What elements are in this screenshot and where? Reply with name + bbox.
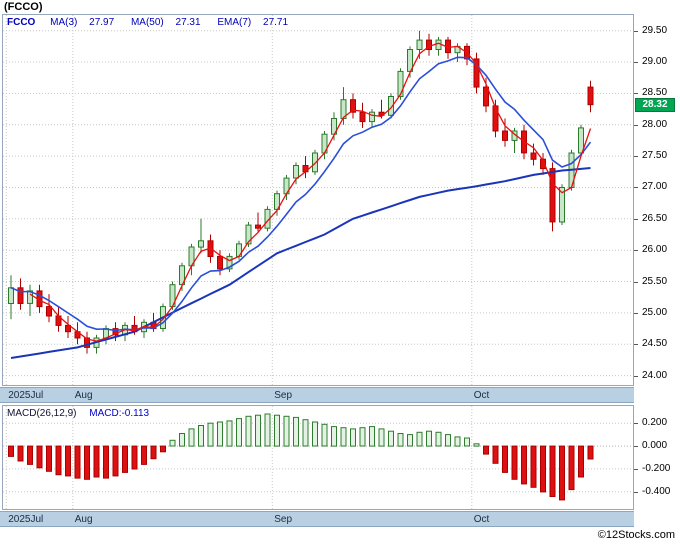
- copyright-link[interactable]: ©12Stocks.com: [597, 529, 675, 541]
- month-label: Oct: [473, 390, 490, 401]
- price-axis-label: 28.50: [642, 87, 668, 99]
- macd-axis-label: -0.400: [642, 485, 671, 497]
- price-axis-label: 25.50: [642, 275, 668, 287]
- month-label: Sep: [274, 390, 293, 401]
- page-title: (FCCO): [4, 1, 43, 13]
- ma3-label: MA(3): [50, 17, 78, 28]
- macd-legend: MACD(26,12,9) MACD:-0.113: [7, 408, 149, 419]
- last-price-badge: 28.32: [635, 97, 675, 112]
- price-chart-frame: [2, 14, 634, 386]
- price-axis-label: 25.00: [642, 306, 668, 318]
- month-label: Sep: [274, 514, 293, 525]
- price-axis-tickmark: [634, 124, 638, 126]
- ma50-label: MA(50): [130, 17, 164, 28]
- price-axis-tickmark: [634, 156, 638, 158]
- price-axis: 28.32 29.50 29.00 28.50 28.00 27.50 27.00 26.5…: [634, 14, 680, 388]
- price-axis-tickmark: [634, 30, 638, 32]
- price-axis-label: 29.50: [642, 24, 668, 36]
- time-axis-bottom: 2025Jul Aug Sep Oct: [0, 511, 634, 527]
- month-label: Aug: [74, 514, 93, 525]
- ema7-label: EMA(7): [217, 17, 252, 28]
- price-axis-label: 29.00: [642, 56, 668, 68]
- price-axis-tickmark: [634, 312, 638, 314]
- price-axis-tickmark: [634, 93, 638, 95]
- price-axis-tickmark: [634, 218, 638, 220]
- ma50-value: 27.31: [175, 17, 201, 28]
- price-axis-tickmark: [634, 281, 638, 283]
- macd-axis-tickmark: [634, 423, 638, 425]
- month-label: Oct: [473, 514, 490, 525]
- price-axis-tickmark: [634, 344, 638, 346]
- price-axis-label: 28.00: [642, 118, 668, 130]
- price-axis-tickmark: [634, 375, 638, 377]
- price-axis-label: 24.50: [642, 338, 668, 350]
- macd-current-value: MACD:-0.113: [89, 408, 150, 419]
- month-label: 2025Jul: [8, 390, 44, 401]
- macd-axis-tickmark: [634, 468, 638, 470]
- macd-chart-canvas: [3, 406, 633, 509]
- time-axis-top: 2025Jul Aug Sep Oct: [0, 387, 634, 403]
- price-axis-label: 27.50: [642, 150, 668, 162]
- macd-axis-tickmark: [634, 446, 638, 448]
- month-label: 2025Jul: [8, 514, 44, 525]
- month-label: Aug: [74, 390, 93, 401]
- ma3-value: 27.97: [89, 17, 115, 28]
- price-legend: FCCO MA(3) 27.97 MA(50) 27.31 EMA(7) 27.…: [7, 17, 302, 28]
- price-axis-label: 26.50: [642, 212, 668, 224]
- macd-params-label: MACD(26,12,9): [7, 408, 77, 419]
- price-axis-label: 24.00: [642, 369, 668, 381]
- macd-axis-label: 0.200: [642, 417, 668, 429]
- macd-axis-label: 0.000: [642, 440, 668, 452]
- ema7-value: 27.71: [263, 17, 289, 28]
- price-axis-label: 26.00: [642, 244, 668, 256]
- macd-axis-label: -0.200: [642, 462, 671, 474]
- macd-chart-frame: [2, 405, 634, 510]
- macd-axis: 0.200 0.000 -0.200 -0.400: [634, 405, 680, 510]
- price-chart-canvas: [3, 15, 633, 385]
- price-axis-label: 27.00: [642, 181, 668, 193]
- price-axis-tickmark: [634, 62, 638, 64]
- price-axis-tickmark: [634, 250, 638, 252]
- price-axis-tickmark: [634, 187, 638, 189]
- ticker-symbol: FCCO: [7, 17, 36, 28]
- macd-axis-tickmark: [634, 491, 638, 493]
